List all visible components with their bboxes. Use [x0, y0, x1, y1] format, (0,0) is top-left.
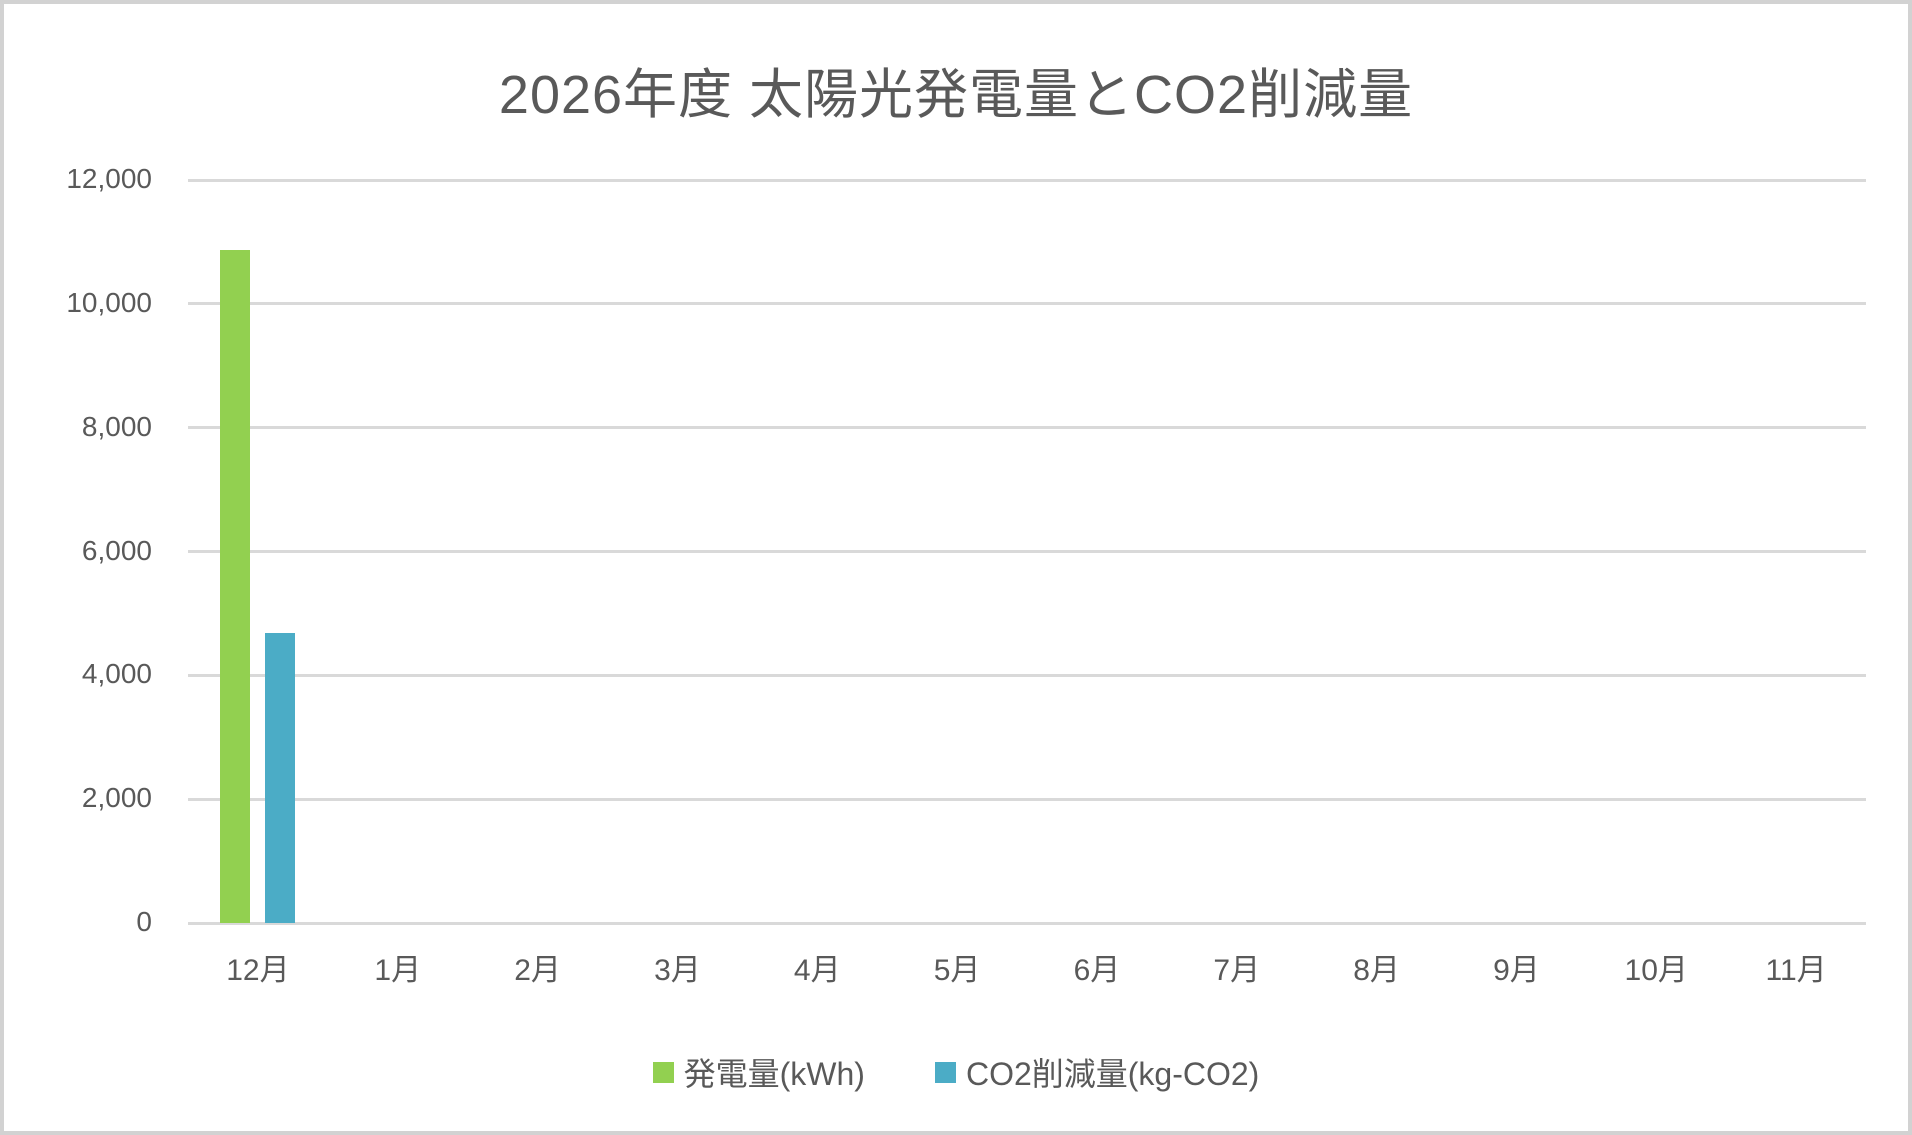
x-axis-tick-label: 10月: [1624, 954, 1688, 987]
x-axis-tick-label: 12月: [226, 954, 290, 987]
chart-title: 2026年度 太陽光発電量とCO2削減量: [498, 65, 1414, 125]
gridline: [188, 550, 1866, 553]
legend-swatch-icon: [934, 1061, 956, 1083]
x-axis-tick-label: 1月: [374, 954, 422, 987]
gridline: [188, 921, 1866, 925]
x-axis-tick-label: 6月: [1073, 954, 1121, 987]
x-axis-tick-label: 7月: [1213, 954, 1261, 987]
y-axis-tick-label: 0: [136, 906, 152, 937]
legend-item-co2-reduction: CO2削減量(kg-CO2): [934, 1049, 1260, 1095]
x-axis-tick-label: 3月: [654, 954, 701, 987]
gridline: [188, 673, 1866, 677]
y-axis-tick-label: 12,000: [66, 163, 152, 194]
x-axis-tick-label: 4月: [793, 954, 841, 987]
legend-label: CO2削減量(kg-CO2): [965, 1056, 1260, 1092]
x-axis-tick-label: 11月: [1765, 954, 1827, 987]
bar-co2-reduction: [265, 633, 296, 923]
legend-label: 発電量(kWh): [683, 1056, 865, 1092]
x-axis-tick-label: 5月: [933, 954, 981, 987]
x-axis-tick-label: 2月: [514, 954, 561, 987]
y-axis-tick-label: 6,000: [81, 534, 152, 566]
legend-swatch-icon: [652, 1061, 674, 1083]
y-axis-tick-label: 4,000: [81, 658, 152, 690]
y-axis-tick-label: 8,000: [81, 410, 152, 442]
gridline: [188, 426, 1866, 430]
legend: 発電量(kWh) CO2削減量(kg-CO2): [4, 1050, 1908, 1094]
bar-generation: [220, 249, 251, 923]
x-axis-tick-label: 8月: [1353, 954, 1400, 987]
gridline: [188, 797, 1866, 801]
y-axis-tick-label: 10,000: [66, 286, 152, 318]
gridline: [188, 178, 1866, 182]
x-axis-tick-label: 9月: [1493, 954, 1540, 987]
y-axis-tick-label: 2,000: [81, 782, 152, 814]
legend-item-generation: 発電量(kWh): [652, 1049, 865, 1095]
gridline: [188, 302, 1866, 306]
